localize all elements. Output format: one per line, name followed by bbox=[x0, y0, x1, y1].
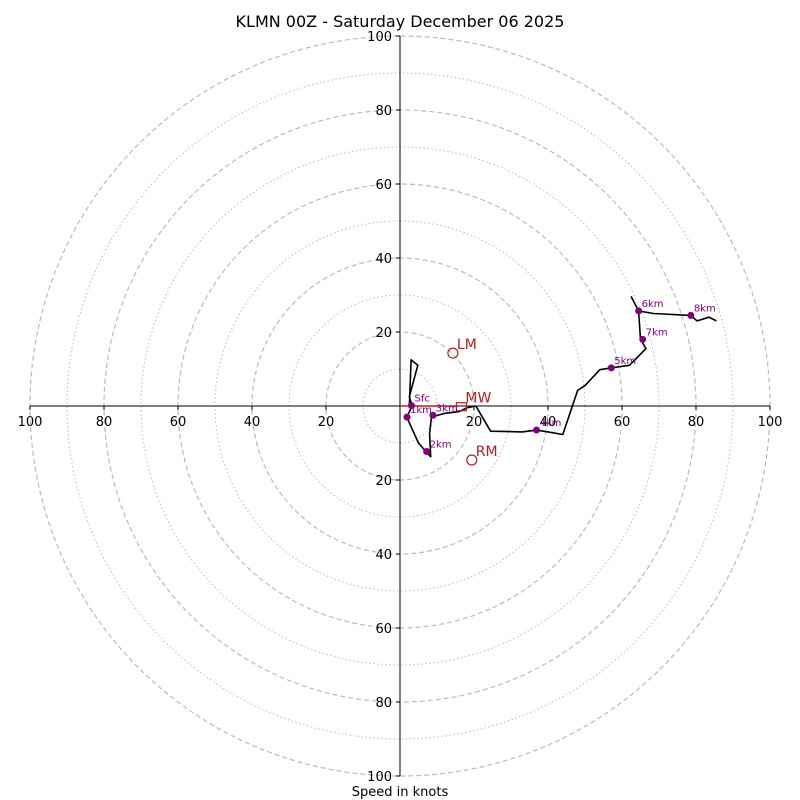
storm-label-mw: MW bbox=[465, 391, 491, 407]
tick-label-right: 60 bbox=[614, 415, 631, 430]
storm-motion-markers: LM MW RM bbox=[400, 337, 498, 466]
height-marker-5km bbox=[607, 364, 615, 372]
tick-label-bottom: 20 bbox=[375, 474, 392, 489]
tick-label-bottom: 80 bbox=[375, 696, 392, 711]
tick-label-top: 100 bbox=[367, 30, 392, 45]
height-marker-1km bbox=[403, 413, 411, 421]
height-marker-3km bbox=[429, 411, 437, 419]
tick-labels: 100 80 60 40 20 20 40 60 80 100 20 40 60 80 100 20 40 60 8… bbox=[18, 30, 783, 785]
height-label-1km: 1km bbox=[410, 405, 432, 416]
tick-label-left: 80 bbox=[96, 415, 113, 430]
height-label-5km: 5km bbox=[614, 356, 636, 367]
storm-marker-lm bbox=[447, 347, 459, 359]
height-label-2km: 2km bbox=[430, 440, 452, 451]
height-label-8km: 8km bbox=[694, 303, 716, 314]
storm-marker-rm bbox=[466, 454, 478, 466]
tick-label-bottom: 100 bbox=[367, 770, 392, 785]
height-marker-2km bbox=[423, 448, 431, 456]
height-marker-8km bbox=[687, 311, 695, 319]
tick-label-right: 80 bbox=[688, 415, 705, 430]
hodograph-trace bbox=[405, 296, 717, 458]
height-marker-sfc bbox=[407, 402, 415, 410]
tick-label-bottom: 40 bbox=[375, 548, 392, 563]
height-label-3km: 3km bbox=[436, 403, 458, 414]
tick-label-left: 100 bbox=[18, 415, 43, 430]
x-axis-label: Speed in knots bbox=[352, 785, 449, 800]
tick-label-top: 40 bbox=[375, 252, 392, 267]
storm-marker-mw bbox=[455, 402, 468, 412]
height-marker-7km bbox=[639, 335, 647, 343]
height-marker-6km bbox=[635, 307, 643, 315]
tick-label-top: 20 bbox=[375, 326, 392, 341]
tick-label-bottom: 60 bbox=[375, 622, 392, 637]
storm-label-rm: RM bbox=[476, 444, 498, 460]
chart-title: KLMN 00Z - Saturday December 06 2025 bbox=[236, 12, 565, 31]
height-label-7km: 7km bbox=[646, 327, 668, 338]
tick-label-top: 60 bbox=[375, 178, 392, 193]
height-marker-4km bbox=[533, 426, 541, 434]
tick-label-right: 100 bbox=[758, 415, 783, 430]
height-label-6km: 6km bbox=[642, 299, 664, 310]
tick-label-left: 40 bbox=[244, 415, 261, 430]
tick-label-right: 20 bbox=[466, 415, 483, 430]
tick-label-right: 40 bbox=[540, 415, 557, 430]
tick-label-left: 60 bbox=[170, 415, 187, 430]
storm-label-lm: LM bbox=[457, 337, 477, 353]
wind-profile-line bbox=[405, 296, 717, 458]
tick-label-left: 20 bbox=[318, 415, 335, 430]
height-label-sfc: Sfc bbox=[414, 394, 429, 405]
tick-label-top: 80 bbox=[375, 104, 392, 119]
height-label-4km: 4km bbox=[540, 418, 562, 429]
